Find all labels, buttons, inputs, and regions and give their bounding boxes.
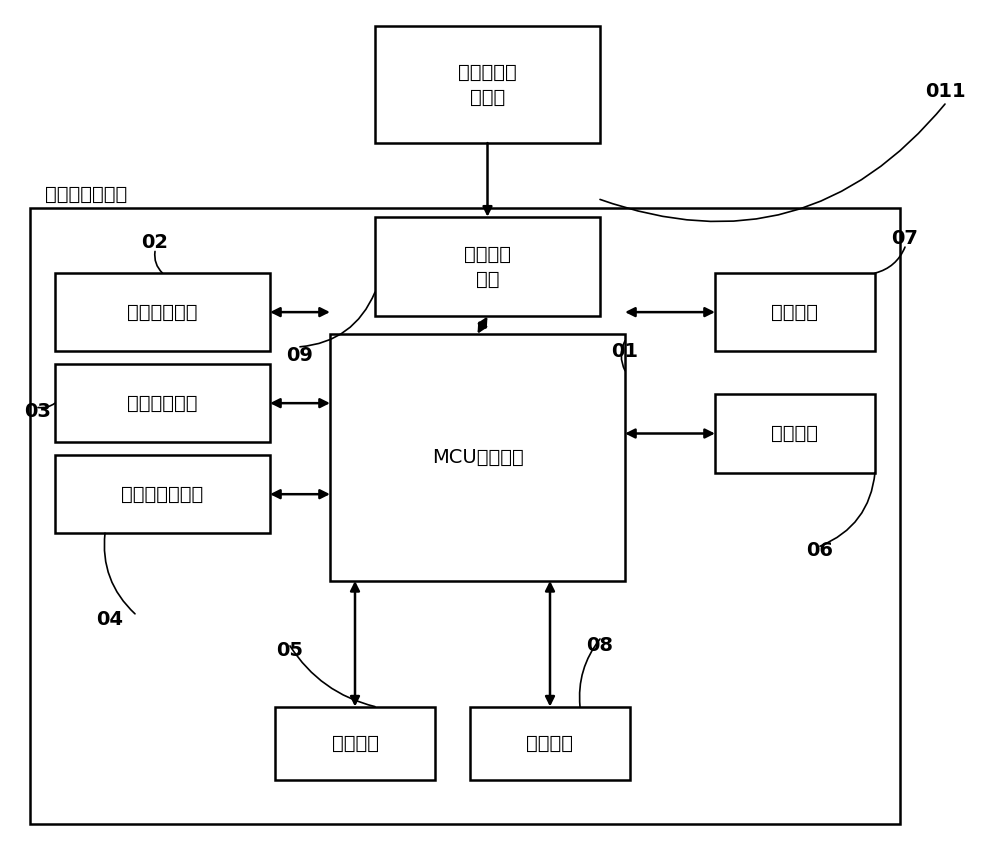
Text: 03: 03: [25, 402, 51, 421]
Bar: [375, 217, 600, 316]
Text: 温度采集模块: 温度采集模块: [127, 394, 198, 413]
Text: 01: 01: [612, 342, 639, 361]
Bar: [55, 273, 270, 351]
Text: 远端信息监
控平台: 远端信息监 控平台: [458, 62, 517, 107]
Bar: [55, 364, 270, 442]
Text: 计时模块: 计时模块: [771, 424, 818, 443]
Text: 无线通信
模块: 无线通信 模块: [464, 244, 511, 289]
Text: 电源模块: 电源模块: [332, 734, 379, 753]
Text: 地势差采集模块: 地势差采集模块: [121, 485, 204, 504]
Text: 07: 07: [892, 229, 918, 248]
Text: 09: 09: [287, 346, 313, 365]
Text: 06: 06: [806, 541, 834, 560]
Bar: [715, 394, 875, 473]
Bar: [330, 334, 625, 581]
Text: 智能控制微平台: 智能控制微平台: [45, 185, 127, 204]
Text: 定位模块: 定位模块: [526, 734, 573, 753]
Bar: [275, 707, 435, 780]
Text: 05: 05: [276, 641, 304, 660]
Text: 011: 011: [925, 81, 965, 101]
Bar: [30, 208, 900, 824]
Text: 04: 04: [96, 610, 124, 629]
Bar: [470, 707, 630, 780]
Bar: [715, 273, 875, 351]
Text: 存储模块: 存储模块: [771, 303, 818, 322]
Bar: [375, 26, 600, 143]
Text: 08: 08: [586, 636, 614, 655]
Bar: [55, 455, 270, 533]
Text: 02: 02: [142, 233, 168, 252]
Text: 压力采集模块: 压力采集模块: [127, 303, 198, 322]
Text: MCU主控模块: MCU主控模块: [432, 448, 523, 466]
